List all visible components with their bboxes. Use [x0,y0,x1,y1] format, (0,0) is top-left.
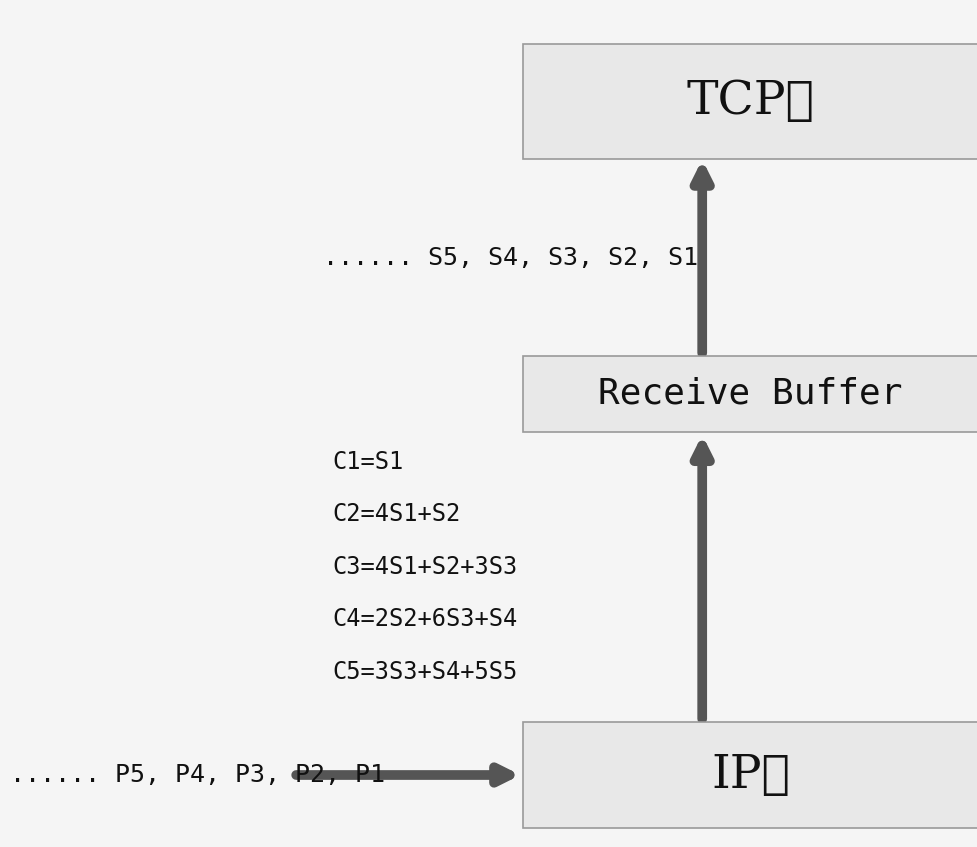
Text: Receive Buffer: Receive Buffer [598,377,902,411]
Text: C4=2S2+6S3+S4: C4=2S2+6S3+S4 [332,607,517,631]
Text: ...... S5, S4, S3, S2, S1: ...... S5, S4, S3, S2, S1 [322,246,697,270]
FancyBboxPatch shape [523,44,977,158]
Text: ...... P5, P4, P3, P2, P1: ...... P5, P4, P3, P2, P1 [10,763,384,787]
Text: C3=4S1+S2+3S3: C3=4S1+S2+3S3 [332,555,517,579]
Text: IP层: IP层 [710,752,789,798]
Text: TCP层: TCP层 [686,79,814,125]
Text: C5=3S3+S4+5S5: C5=3S3+S4+5S5 [332,660,517,684]
Text: C2=4S1+S2: C2=4S1+S2 [332,502,460,526]
FancyBboxPatch shape [523,722,977,828]
FancyBboxPatch shape [523,356,977,432]
Text: C1=S1: C1=S1 [332,450,404,473]
